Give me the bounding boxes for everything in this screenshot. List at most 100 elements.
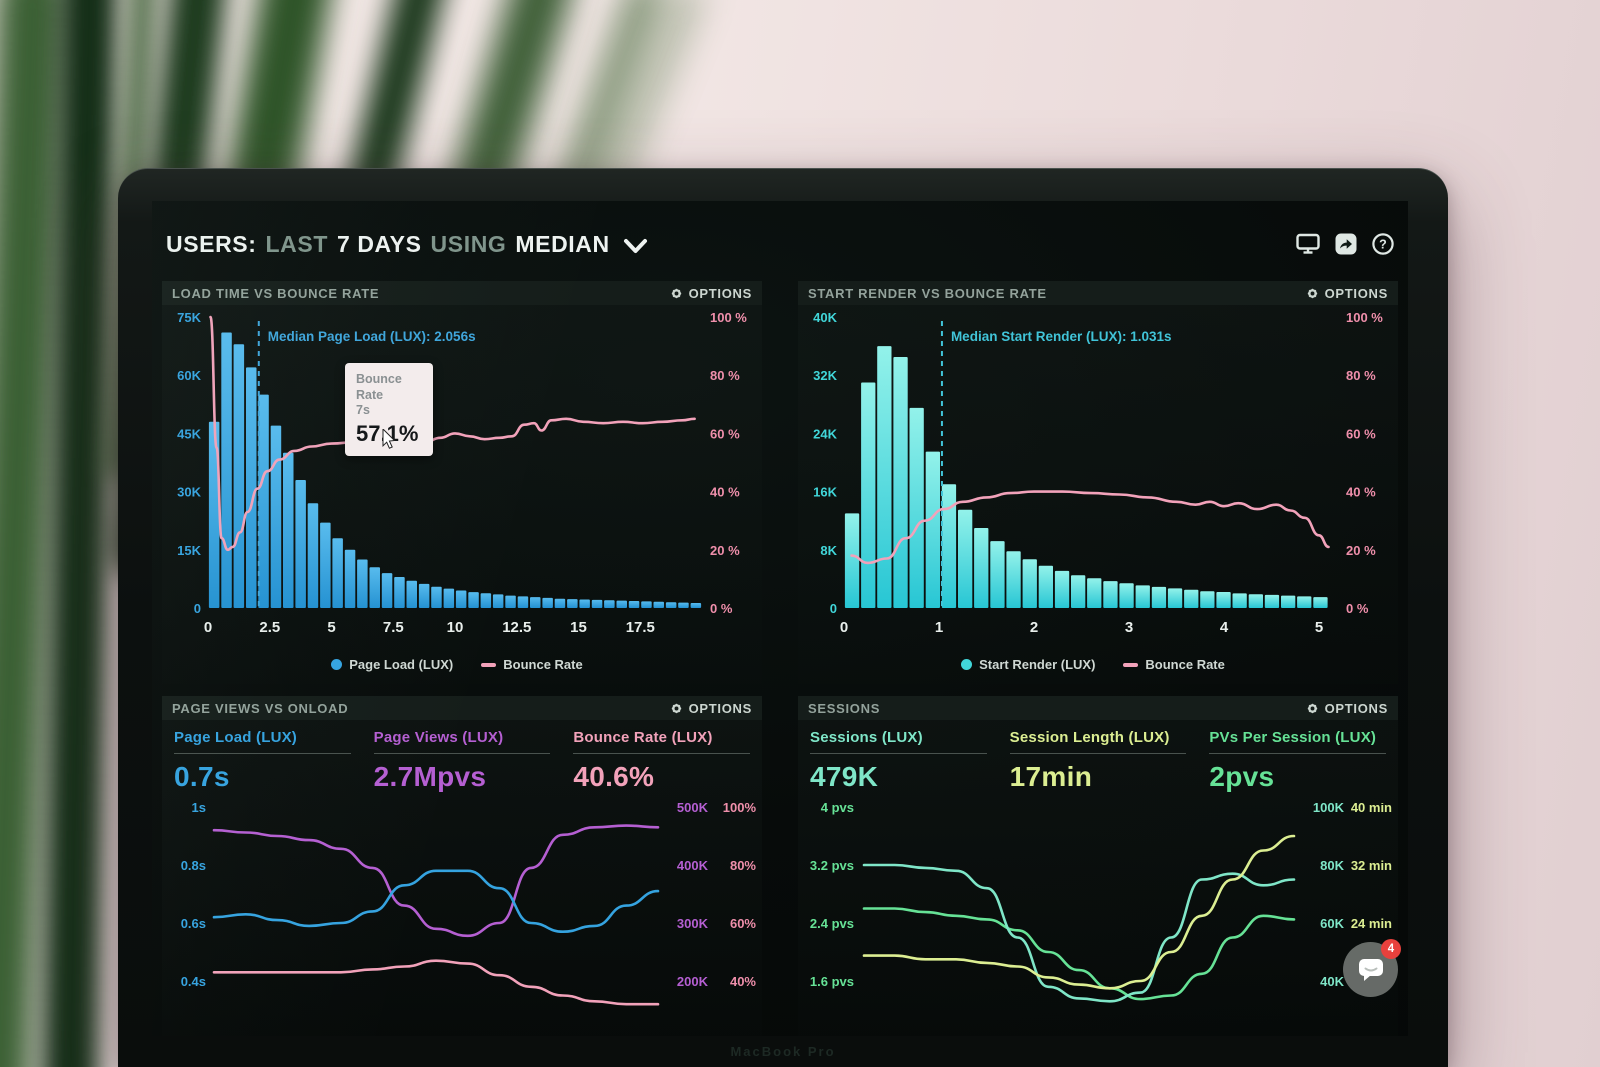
- date-range-selector[interactable]: USERS: LAST 7 DAYS USING MEDIAN: [166, 231, 648, 258]
- dashboard-screen: USERS: LAST 7 DAYS USING MEDIAN ?: [152, 201, 1408, 1036]
- legend-label: Start Render (LUX): [979, 657, 1096, 672]
- panel-title: LOAD TIME VS BOUNCE RATE: [172, 285, 380, 301]
- gear-icon: [1307, 703, 1317, 713]
- y-axis-left-tick: 1s: [192, 803, 206, 815]
- y-axis-left-tick: 4 pvs: [821, 803, 854, 815]
- legend-label: Page Load (LUX): [349, 657, 454, 672]
- y-axis-right-tick: 500K: [677, 803, 709, 815]
- legend-item[interactable]: Start Render (LUX): [961, 657, 1095, 672]
- help-icon[interactable]: ?: [1372, 233, 1394, 255]
- x-axis-tick: 7.5: [383, 619, 404, 636]
- sessions-chart[interactable]: 4 pvs 3.2 pvs 2.4 pvs 1.6 pvs 100K 40 min 80K 3…: [798, 803, 1398, 1036]
- panel-header: SESSIONS OPTIONS: [798, 696, 1398, 720]
- share-icon[interactable]: [1335, 233, 1357, 255]
- sessions-plot: 4 pvs 3.2 pvs 2.4 pvs 1.6 pvs 100K 40 min 80K 3…: [810, 803, 1392, 1003]
- start-render-legend: Start Render (LUX) Bounce Rate: [844, 657, 1342, 672]
- display-icon[interactable]: [1296, 233, 1320, 255]
- metric: Sessions (LUX) 479K: [810, 729, 987, 803]
- median-annotation: Median Start Render (LUX): 1.031s: [951, 329, 1172, 344]
- legend-item[interactable]: Bounce Rate: [1123, 657, 1225, 672]
- x-axis-tick: 15: [570, 619, 587, 636]
- legend-label: Bounce Rate: [503, 657, 583, 672]
- options-button[interactable]: OPTIONS: [1306, 701, 1388, 716]
- metric: Page Load (LUX) 0.7s: [174, 729, 351, 803]
- metrics-row: Page Load (LUX) 0.7s Page Views (LUX) 2.7Mp…: [162, 720, 762, 803]
- panel-header: START RENDER VS BOUNCE RATE OPTIONS: [798, 281, 1398, 305]
- y-axis-right-tick-2: 80%: [730, 858, 756, 873]
- metric: Session Length (LUX) 17min: [1009, 729, 1187, 803]
- y-axis-right-tick: 60K: [1320, 916, 1344, 931]
- app-header: USERS: LAST 7 DAYS USING MEDIAN ?: [152, 201, 1408, 281]
- x-axis-tick: 5: [1315, 619, 1323, 636]
- legend-item[interactable]: Page Load (LUX): [331, 657, 453, 672]
- y-axis-left-tick: 0.8s: [181, 858, 206, 873]
- metric: Page Views (LUX) 2.7Mpvs: [373, 729, 551, 803]
- y-axis-right-tick: 80 %: [710, 368, 740, 383]
- title-part: LAST: [265, 230, 328, 257]
- legend-item[interactable]: Bounce Rate: [481, 657, 583, 672]
- y-axis-right-tick: 80 %: [1346, 368, 1376, 383]
- series-dot-icon: [331, 659, 343, 670]
- x-axis-tick: 4: [1220, 619, 1229, 636]
- x-axis-tick: 0: [840, 619, 848, 636]
- y-axis-left-tick: 0: [194, 601, 201, 616]
- title-part: USING: [430, 230, 507, 257]
- chat-bubble-button[interactable]: 4: [1343, 939, 1401, 997]
- panel-title: PAGE VIEWS VS ONLOAD: [172, 700, 349, 716]
- panel-sessions: SESSIONS OPTIONS Sessions (LUX) 479K Sessi…: [798, 696, 1398, 1036]
- panel-start-render: START RENDER VS BOUNCE RATE OPTIONS Medi…: [798, 281, 1398, 684]
- header-icons: ?: [1296, 233, 1394, 255]
- load-time-chart[interactable]: Bounce Rate 7s 57.1% Median Page Load (L…: [162, 305, 762, 684]
- y-axis-right-tick: 0 %: [710, 601, 733, 616]
- start-render-chart[interactable]: Median Start Render (LUX): 1.031s 40K 32K 2…: [798, 305, 1398, 684]
- options-button[interactable]: OPTIONS: [1306, 286, 1388, 301]
- x-axis-tick: 3: [1125, 619, 1133, 636]
- y-axis-right-tick: 300K: [677, 916, 709, 931]
- metric-label: PVs Per Session (LUX): [1209, 729, 1387, 754]
- y-axis-left-tick: 24K: [813, 426, 837, 441]
- metric-value: 0.7s: [174, 761, 230, 792]
- y-axis-left-tick: 8K: [820, 543, 837, 558]
- y-axis-right-tick: 100 %: [710, 310, 747, 325]
- y-axis-right-tick: 60 %: [710, 426, 740, 441]
- series-dash-icon: [1123, 662, 1139, 667]
- bezel-text: MacBook Pro: [730, 1044, 836, 1059]
- gear-icon: [671, 288, 681, 298]
- load-time-plot: Median Page Load (LUX): 2.056s 75K 60K 45K 3…: [177, 310, 747, 636]
- page-views-chart[interactable]: 1s 0.8s 0.6s 0.4s 500K 100% 400K 80% 300K 60% 200K…: [162, 803, 762, 1036]
- y-axis-right-tick: 60 %: [1346, 426, 1376, 441]
- chevron-down-icon: [623, 238, 647, 253]
- load-time-legend: Page Load (LUX) Bounce Rate: [208, 657, 706, 672]
- metrics-row: Sessions (LUX) 479K Session Length (LUX) 17…: [798, 720, 1398, 803]
- metric-value: 2pvs: [1209, 761, 1275, 792]
- y-axis-right-tick: 40 %: [710, 485, 740, 500]
- y-axis-right-tick-2: 100%: [723, 803, 757, 815]
- x-axis-tick: 17.5: [626, 619, 655, 636]
- title-part: MEDIAN: [515, 230, 610, 257]
- y-axis-right-tick: 20 %: [1346, 543, 1376, 558]
- y-axis-right-tick: 40 %: [1346, 485, 1376, 500]
- y-axis-left-tick: 0: [830, 601, 837, 616]
- options-button[interactable]: OPTIONS: [670, 701, 752, 716]
- y-axis-left-tick: 32K: [813, 368, 837, 383]
- svg-text:?: ?: [1379, 238, 1387, 252]
- y-axis-left-tick: 30K: [177, 485, 201, 500]
- y-axis-left-tick: 0.6s: [181, 916, 206, 931]
- start-render-plot: Median Start Render (LUX): 1.031s 40K 32K 2…: [813, 310, 1383, 636]
- metric: Bounce Rate (LUX) 40.6%: [573, 729, 751, 803]
- metric-label: Bounce Rate (LUX): [573, 729, 751, 754]
- metric-label: Page Views (LUX): [373, 729, 551, 754]
- y-axis-right-tick-2: 24 min: [1351, 916, 1392, 931]
- x-axis-tick: 1: [935, 619, 943, 636]
- panel-load-time: LOAD TIME VS BOUNCE RATE OPTIONS Bounce …: [162, 281, 762, 684]
- y-axis-left-tick: 16K: [813, 485, 837, 500]
- y-axis-right-tick: 400K: [677, 858, 709, 873]
- metric-label: Session Length (LUX): [1009, 729, 1187, 754]
- y-axis-right-tick: 200K: [677, 974, 709, 989]
- options-button[interactable]: OPTIONS: [670, 286, 752, 301]
- y-axis-left-tick: 2.4 pvs: [810, 916, 854, 931]
- y-axis-left-tick: 1.6 pvs: [810, 974, 854, 989]
- y-axis-right-tick: 20 %: [710, 543, 740, 558]
- y-axis-right-tick: 100K: [1313, 803, 1345, 815]
- chat-icon: [1358, 959, 1383, 981]
